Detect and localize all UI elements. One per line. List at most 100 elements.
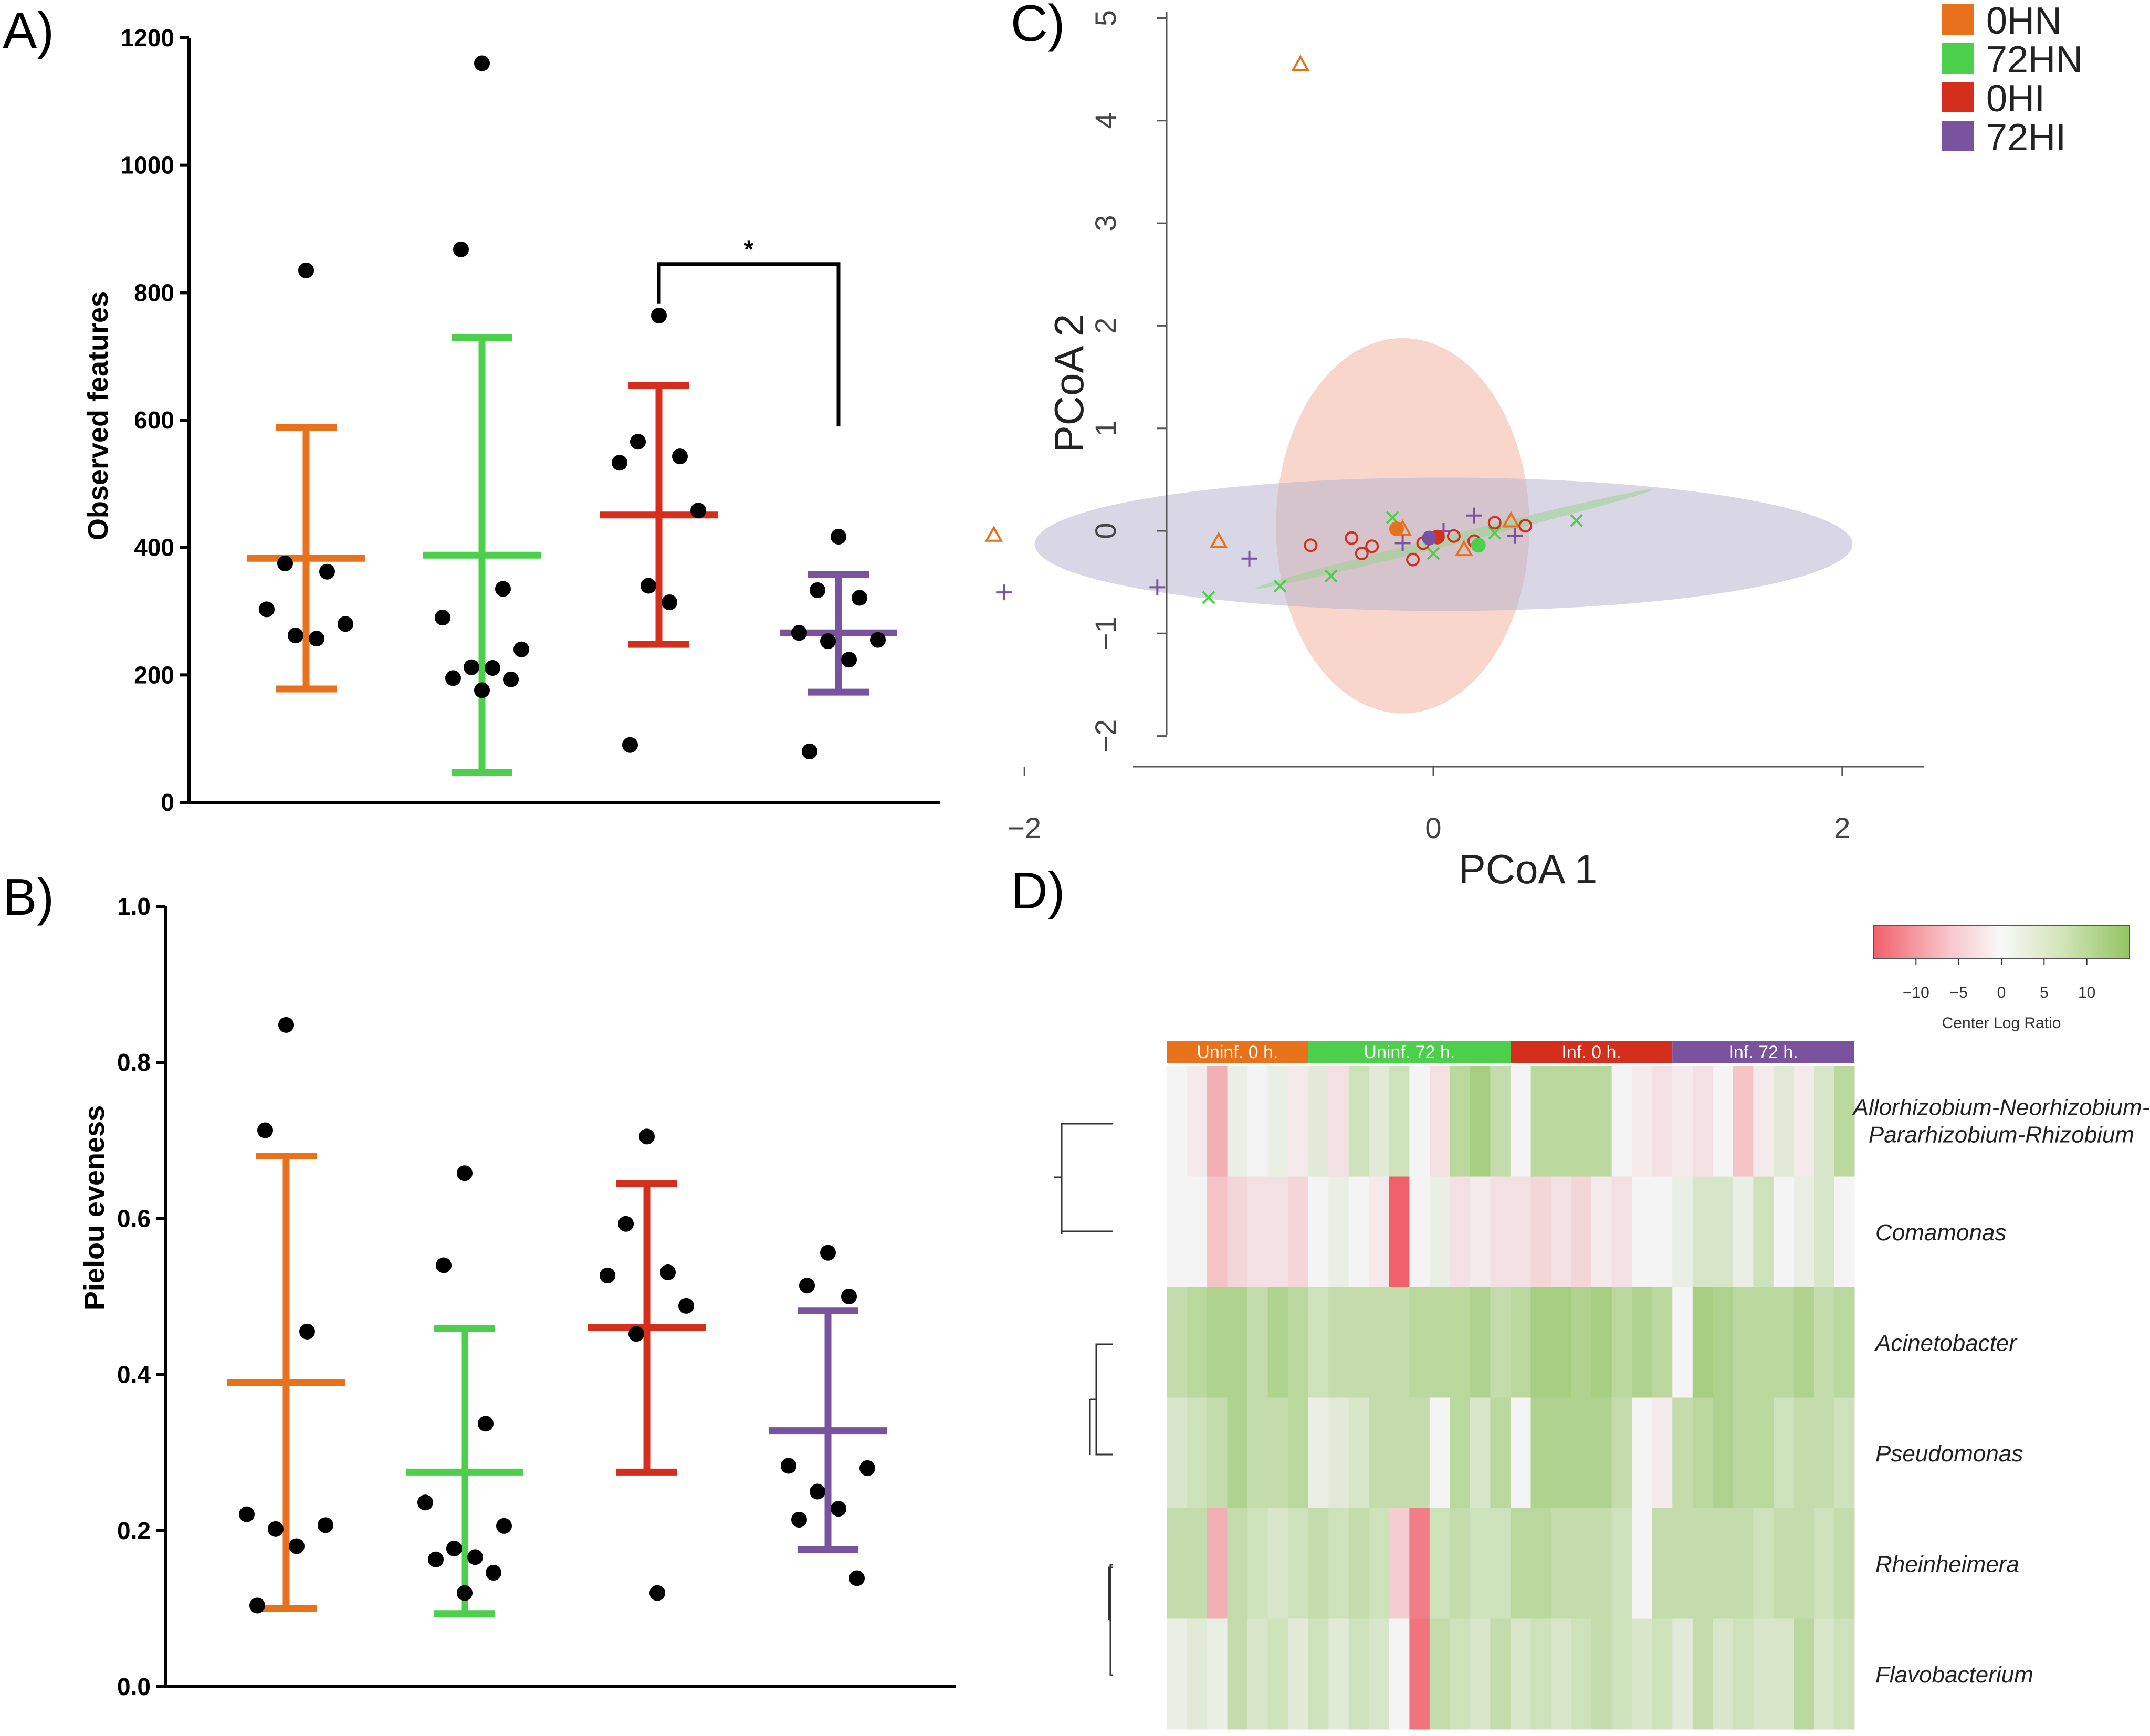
- panel-b-pielou-evenness: Pielou eveness 0.0 0.2 0.4 0.6 0.8 1.0: [79, 893, 956, 1700]
- heatmap-cell: [1692, 1287, 1713, 1398]
- colorbar-tick-label: 10: [2078, 984, 2095, 1001]
- heatmap-cell: [1692, 1397, 1713, 1509]
- heatmap-cell: [1389, 1508, 1410, 1619]
- heatmap-cell: [1652, 1618, 1673, 1730]
- pcoa-point-0HI: [1345, 531, 1359, 545]
- data-point-72HI: [802, 743, 817, 759]
- heatmap-cell: [1773, 1618, 1794, 1730]
- pcoa-point-0HI: [1487, 516, 1502, 530]
- heatmap-cell: [1794, 1397, 1815, 1509]
- heatmap-cell: [1611, 1618, 1632, 1730]
- x-tick-label: −2: [1008, 811, 1041, 844]
- heatmap-cell: [1813, 1287, 1834, 1398]
- pcoa-point-72HN: [1386, 511, 1399, 525]
- heatmap-cell: [1834, 1176, 1855, 1288]
- heatmap-cell: [1207, 1618, 1228, 1730]
- data-point-0HN: [318, 1517, 333, 1533]
- heatmap-cell: [1450, 1287, 1471, 1398]
- heatmap-cell: [1692, 1618, 1713, 1730]
- legend-swatch-72HN: [1942, 43, 1974, 74]
- heatmap-cell: [1207, 1397, 1228, 1509]
- heatmap-cell: [1672, 1176, 1693, 1288]
- heatmap-cell: [1632, 1066, 1653, 1177]
- heatmap-cell: [1794, 1508, 1815, 1619]
- heatmap-cell: [1713, 1176, 1734, 1288]
- row-label-line2: Pararhizobium-Rhizobium: [1869, 1122, 2134, 1147]
- data-point-0HN: [257, 1122, 273, 1138]
- heatmap-cell: [1530, 1176, 1551, 1288]
- heatmap-cell: [1470, 1397, 1491, 1509]
- heatmap-cell: [1591, 1066, 1612, 1177]
- heatmap-cell: [1794, 1618, 1815, 1730]
- pcoa-point-72HI: [1241, 550, 1257, 567]
- y-tick-label: 0.6: [117, 1205, 151, 1232]
- heatmap-cell: [1167, 1287, 1188, 1398]
- heatmap-cell: [1692, 1066, 1713, 1177]
- heatmap-cell: [1813, 1176, 1834, 1288]
- heatmap-cell: [1551, 1066, 1572, 1177]
- data-point-72HI: [781, 1458, 796, 1474]
- heatmap-cell: [1369, 1618, 1390, 1730]
- heatmap-cell: [1632, 1397, 1653, 1509]
- data-point-0HI: [639, 1128, 655, 1145]
- data-point-72HN: [486, 1565, 501, 1581]
- panel-c-y-axis-label: PCoA 2: [1046, 314, 1092, 453]
- data-point-72HI: [799, 1278, 815, 1294]
- data-point-0HI: [690, 503, 706, 519]
- y-tick-label: 1000: [121, 152, 174, 179]
- row-label: Flavobacterium: [1875, 1662, 2033, 1688]
- heatmap-cell: [1288, 1397, 1309, 1509]
- row-label: Rheinheimera: [1875, 1551, 2019, 1577]
- heatmap-cell: [1530, 1066, 1551, 1177]
- heatmap-cell: [1167, 1176, 1188, 1288]
- pcoa-point-72HI: [1507, 528, 1523, 544]
- y-tick-label: 2: [1089, 318, 1122, 334]
- heatmap-cell: [1288, 1176, 1309, 1288]
- heatmap-cell: [1692, 1176, 1713, 1288]
- heatmap-cell: [1551, 1397, 1572, 1509]
- y-tick-label: 600: [134, 406, 174, 434]
- significance-star: *: [744, 236, 753, 263]
- heatmap-cell: [1571, 1618, 1592, 1730]
- heatmap-cell: [1470, 1618, 1491, 1730]
- heatmap-cell: [1571, 1508, 1592, 1619]
- data-point-72HN: [478, 1416, 494, 1432]
- heatmap-cell: [1511, 1397, 1532, 1509]
- heatmap-cell: [1713, 1508, 1734, 1619]
- heatmap-cell: [1267, 1066, 1288, 1177]
- heatmap-cell: [1753, 1397, 1774, 1509]
- heatmap-cell: [1490, 1287, 1511, 1398]
- pcoa-point-72HN: [1427, 547, 1440, 560]
- row-label: Allorhizobium-Neorhizobium-: [1852, 1094, 2150, 1120]
- heatmap-cell: [1369, 1176, 1390, 1288]
- heatmap-cell: [1288, 1618, 1309, 1730]
- heatmap-cell: [1490, 1066, 1511, 1177]
- panel-a-observed-features: Observed features 020040060080010001200 …: [82, 24, 940, 816]
- heatmap-cell: [1247, 1618, 1268, 1730]
- y-tick-label: 1.0: [117, 893, 151, 920]
- heatmap-cell: [1490, 1508, 1511, 1619]
- heatmap-cell: [1187, 1397, 1208, 1509]
- heatmap-cell: [1733, 1287, 1754, 1398]
- heatmap-cell: [1611, 1176, 1632, 1288]
- heatmap-cell: [1369, 1397, 1390, 1509]
- heatmap-cell: [1450, 1066, 1471, 1177]
- heatmap-cell: [1530, 1287, 1551, 1398]
- heatmap-cell: [1511, 1287, 1532, 1398]
- heatmap-cell: [1308, 1508, 1329, 1619]
- heatmap-cell: [1409, 1066, 1430, 1177]
- data-point-0HN: [319, 563, 335, 580]
- heatmap-cell: [1652, 1508, 1673, 1619]
- y-tick-label: −2: [1089, 719, 1122, 753]
- heatmap-cell: [1753, 1066, 1774, 1177]
- heatmap-cell: [1672, 1618, 1693, 1730]
- column-group-bar-3: [1672, 1041, 1854, 1063]
- pcoa-point-0HN: [1454, 540, 1473, 557]
- panel-c-x-axis-label: PCoA 1: [1459, 846, 1598, 892]
- heatmap-cell: [1187, 1508, 1208, 1619]
- y-tick-label: 0.2: [117, 1517, 151, 1544]
- heatmap-cell: [1369, 1508, 1390, 1619]
- heatmap-cell: [1267, 1618, 1288, 1730]
